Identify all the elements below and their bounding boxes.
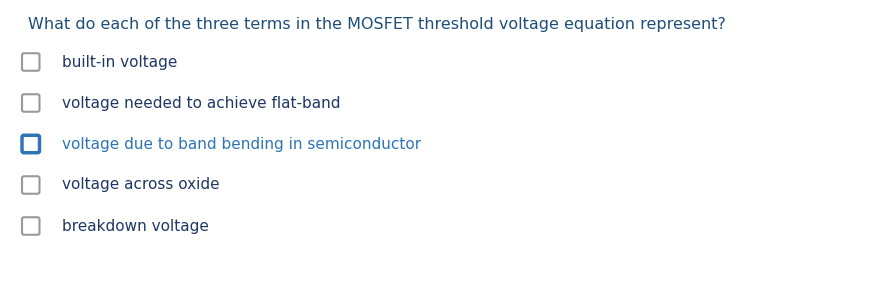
Text: built-in voltage: built-in voltage	[62, 55, 177, 69]
Text: voltage across oxide: voltage across oxide	[62, 177, 219, 192]
FancyBboxPatch shape	[22, 94, 39, 112]
Text: voltage due to band bending in semiconductor: voltage due to band bending in semicondu…	[62, 136, 421, 151]
Text: What do each of the three terms in the MOSFET threshold voltage equation represe: What do each of the three terms in the M…	[28, 17, 726, 32]
FancyBboxPatch shape	[22, 217, 39, 235]
FancyBboxPatch shape	[22, 135, 39, 153]
Text: voltage needed to achieve flat-band: voltage needed to achieve flat-band	[62, 95, 341, 110]
FancyBboxPatch shape	[22, 176, 39, 194]
Text: breakdown voltage: breakdown voltage	[62, 218, 209, 234]
FancyBboxPatch shape	[22, 53, 39, 71]
